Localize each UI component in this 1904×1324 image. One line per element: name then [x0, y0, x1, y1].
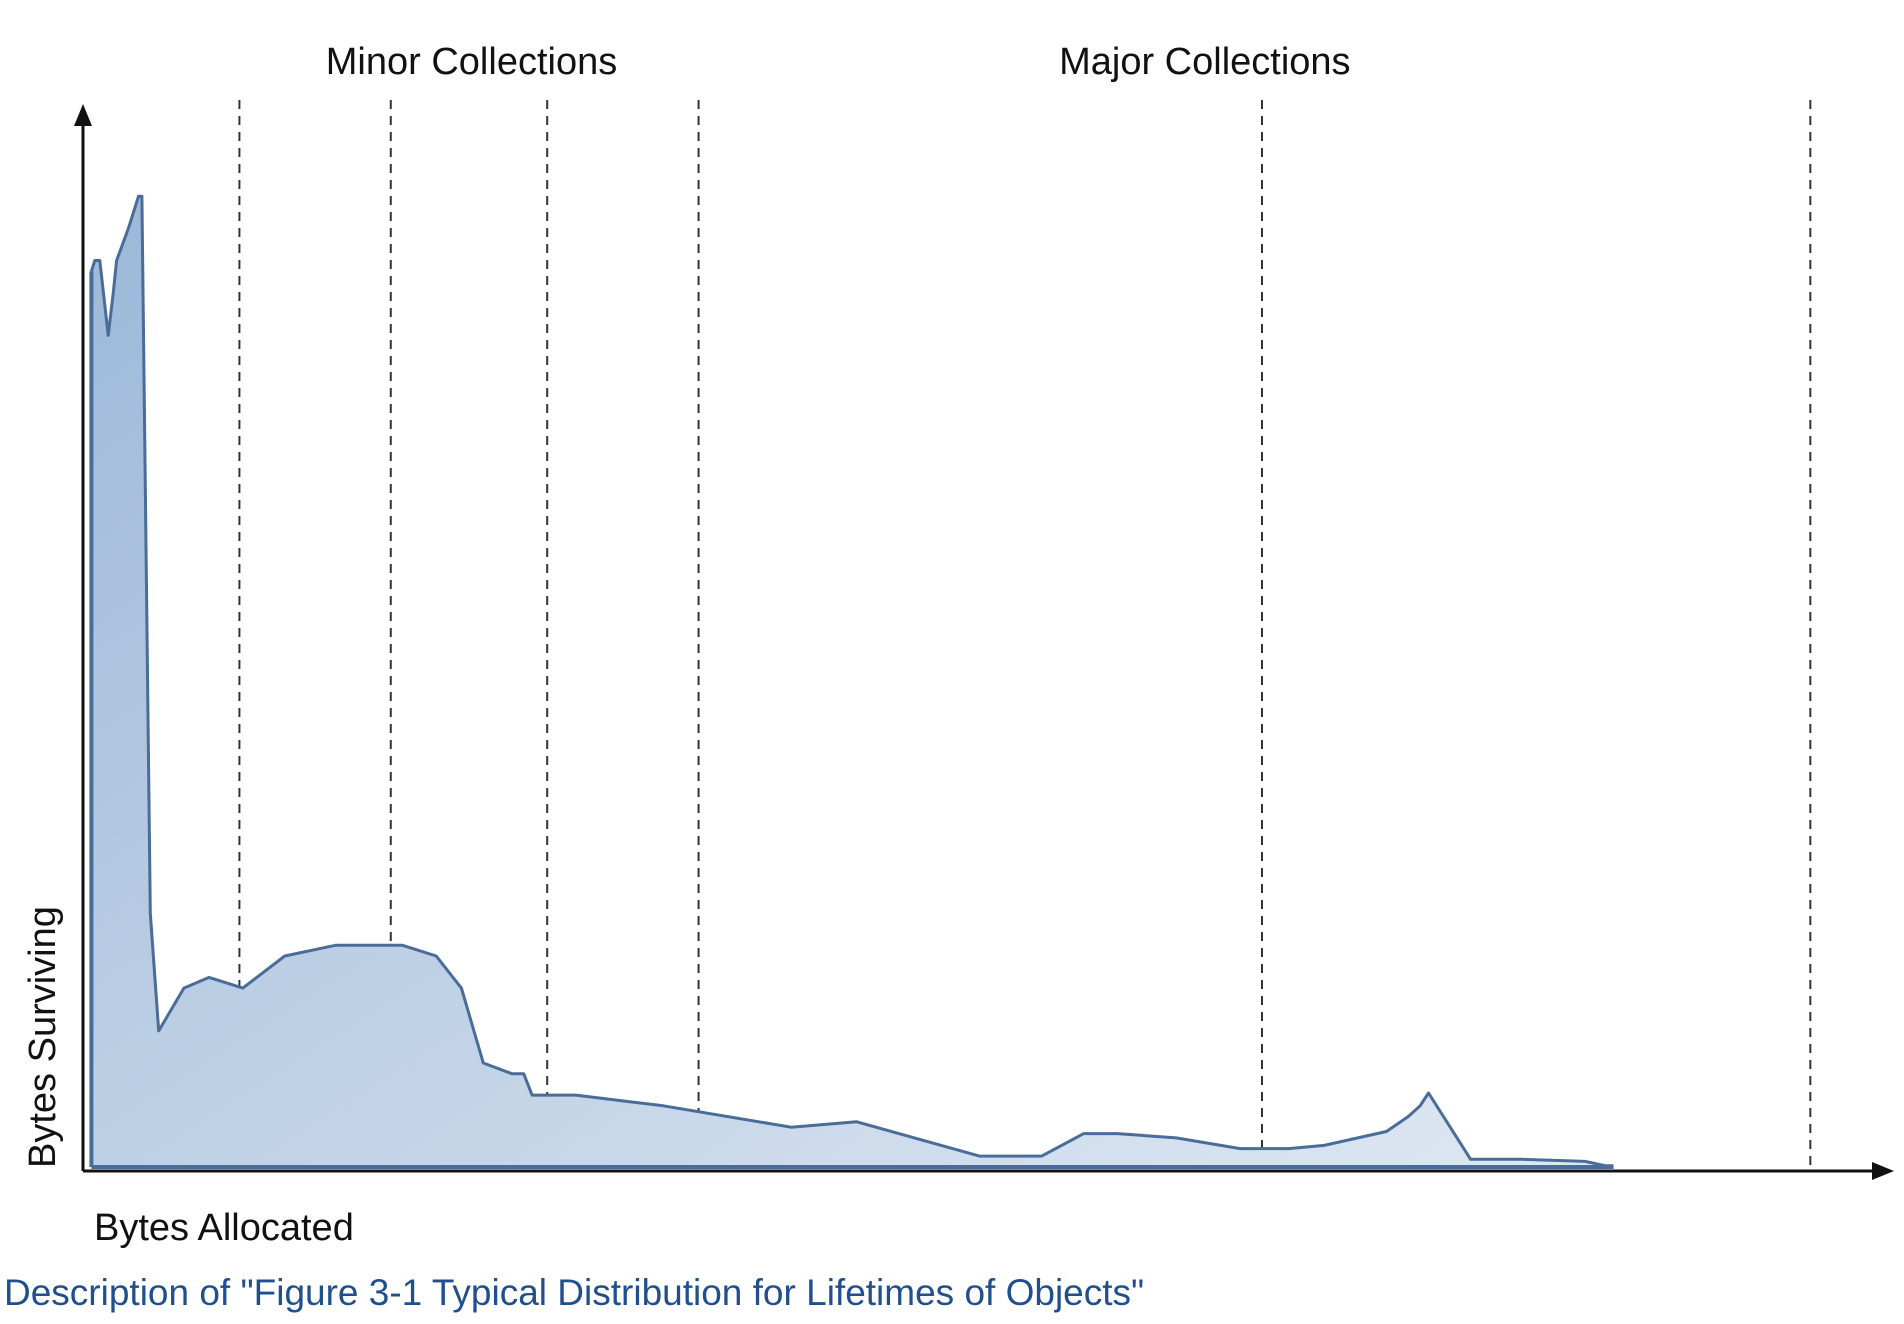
y-axis-arrowhead [74, 104, 92, 126]
y-axis-label: Bytes Surviving [22, 906, 64, 1168]
area-outline [89, 194, 1614, 1168]
collection-marker-group [238, 100, 1812, 1170]
minor-collections-label: Minor Collections [326, 41, 617, 83]
major-collections-label: Major Collections [1059, 41, 1350, 83]
area-fill [91, 196, 1614, 1167]
area-series-group [89, 194, 1614, 1169]
lifetime-distribution-chart: Minor Collections Major Collections Byte… [22, 41, 1894, 1249]
figure-description-link[interactable]: Description of "Figure 3-1 Typical Distr… [4, 1272, 1145, 1313]
x-axis-label: Bytes Allocated [94, 1207, 354, 1249]
x-axis-arrowhead [1872, 1162, 1894, 1180]
